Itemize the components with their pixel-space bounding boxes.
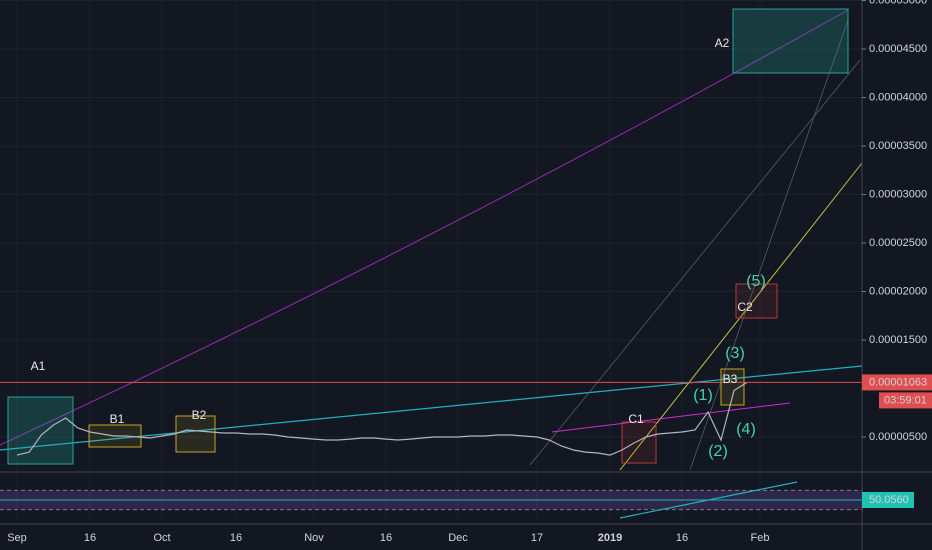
y-tick-label: 0.00001500 [869, 334, 927, 346]
price-line [16, 381, 748, 456]
price-tag-label: 0.00001063 [869, 376, 927, 388]
x-tick-label: 16 [84, 532, 96, 544]
annotation: B2 [192, 408, 207, 422]
x-tick-label: Feb [751, 532, 770, 544]
x-tick-label: Sep [7, 532, 27, 544]
rsi-tag-label: 50.0560 [869, 494, 909, 506]
price-tag [862, 374, 932, 391]
x-tick-label: 16 [380, 532, 392, 544]
y-tick-label: 0.00003000 [869, 188, 927, 200]
annotation: B3 [723, 372, 738, 386]
y-tick-label: 0.00000500 [869, 431, 927, 443]
y-tick-label: 0.00004500 [869, 43, 927, 55]
trend-line [551, 402, 791, 433]
trend-curve [0, 9, 849, 446]
axes: 0.00000500 0.00001500 0.00002000 0.00002500… [7, 0, 932, 544]
box [7, 396, 74, 465]
x-tick-label: Dec [448, 532, 468, 544]
trend-line [619, 481, 798, 519]
wave-label: (5) [746, 273, 766, 290]
wave-label: (4) [736, 421, 756, 438]
countdown-tag [879, 392, 932, 409]
fib-line [689, 19, 849, 471]
x-tick-label: Oct [153, 532, 170, 544]
x-tick-label: 17 [531, 532, 543, 544]
fib-line [529, 59, 861, 466]
box [735, 283, 778, 319]
wave-label: (2) [708, 443, 728, 460]
price-pane [0, 381, 862, 456]
y-tick-label: 0.00003500 [869, 140, 927, 152]
rsi-tag [862, 491, 914, 508]
rsi-pane [0, 489, 862, 511]
trend-line [0, 365, 863, 451]
wave-label: (1) [693, 387, 713, 404]
x-tick-label: 16 [676, 532, 688, 544]
y-tick-label: 0.00005000 [869, 0, 927, 6]
y-tick-label: 0.00004000 [869, 91, 927, 103]
x-tick-label: 2019 [598, 532, 622, 544]
box [175, 415, 216, 453]
y-tick-label: 0.00002500 [869, 237, 927, 249]
y-tick-label: 0.00002000 [869, 285, 927, 297]
annotation: C1 [628, 412, 644, 426]
box [732, 8, 849, 74]
annotation: B1 [110, 412, 125, 426]
annotation: C2 [737, 300, 753, 314]
box [720, 368, 745, 406]
countdown-label: 03:59:01 [884, 394, 927, 406]
annotation: A1 [31, 359, 46, 373]
box [621, 421, 657, 464]
x-tick-label: Nov [304, 532, 324, 544]
annotation: A2 [715, 36, 730, 50]
x-tick-label: 16 [230, 532, 242, 544]
grid [0, 0, 862, 524]
wave-label: (3) [725, 345, 745, 362]
